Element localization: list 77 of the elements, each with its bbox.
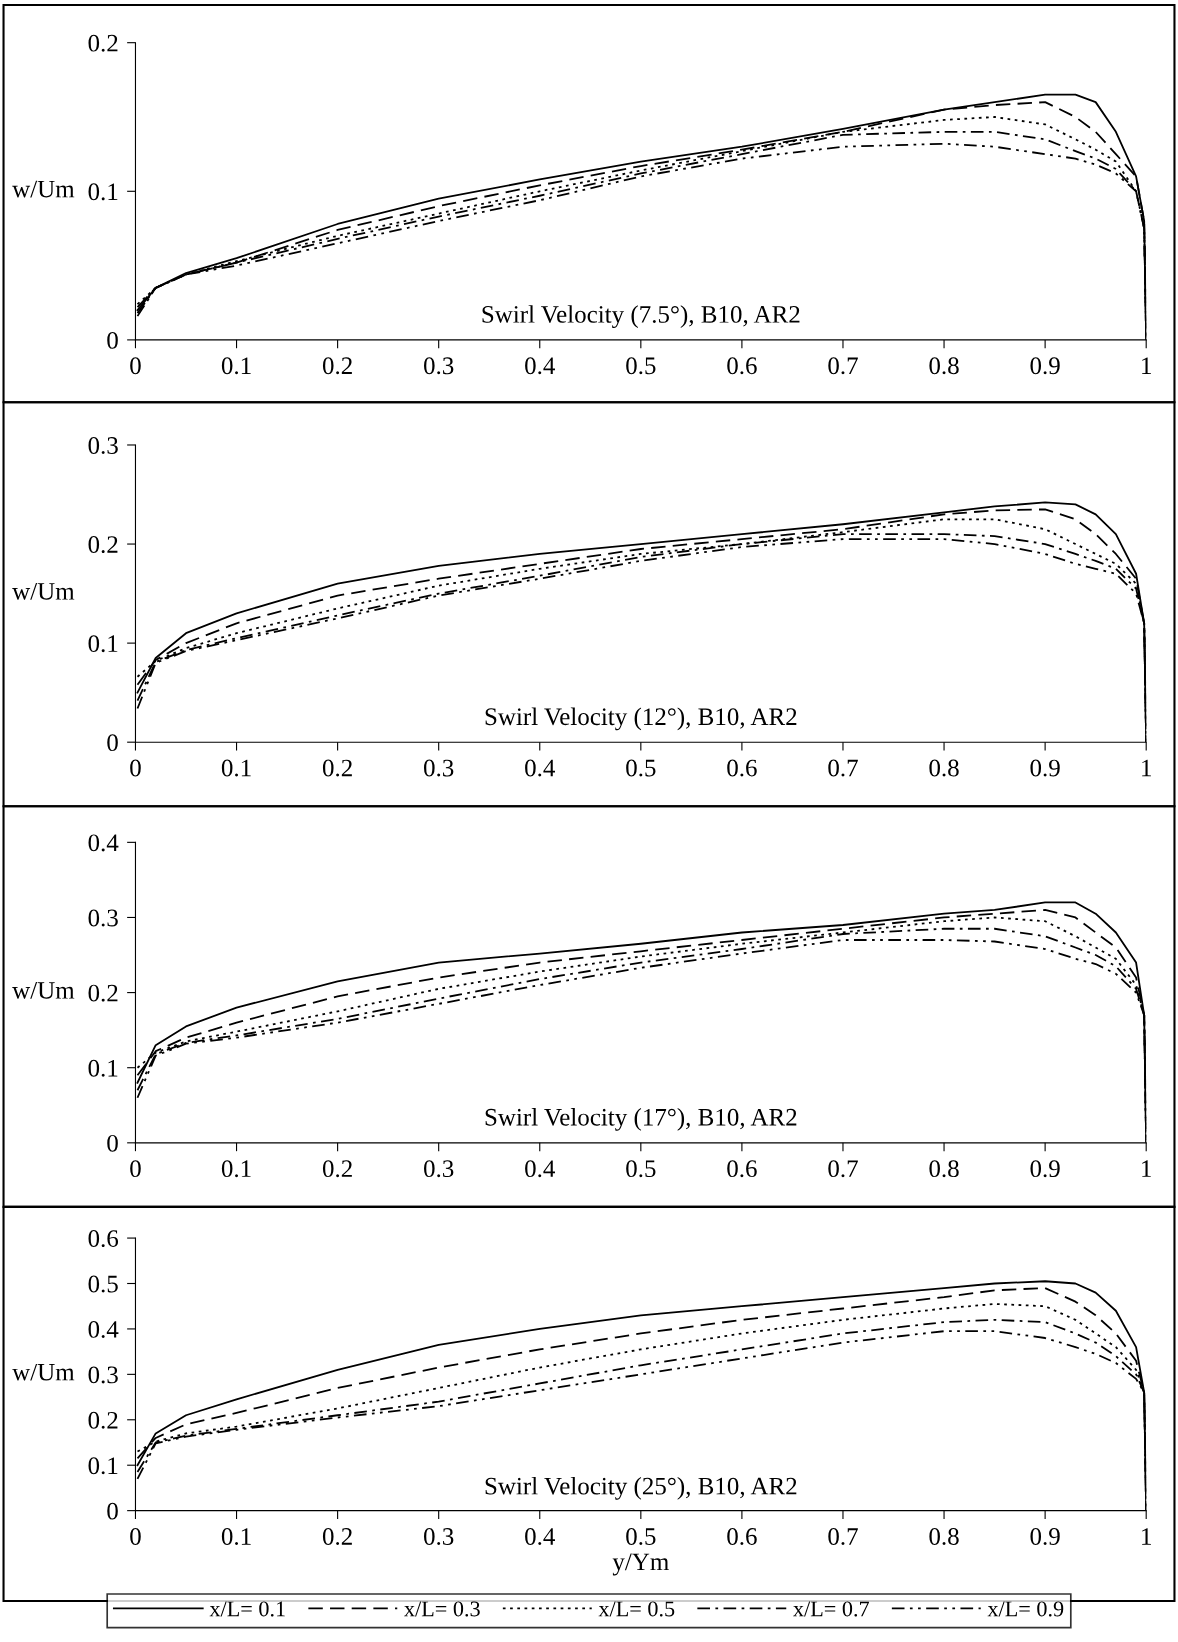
x-tick-label: 0 <box>130 1528 141 1545</box>
x-tick-label: 0.3 <box>424 1160 454 1178</box>
y-tick-label: 0.1 <box>88 183 118 201</box>
x-tick-label: 0.1 <box>221 357 251 375</box>
x-tick-label: 1 <box>1142 357 1151 374</box>
y-tick-label: 0.6 <box>88 1230 119 1248</box>
x-tick-label: 0.4 <box>525 1528 555 1546</box>
x-tick-label: 0 <box>130 357 141 375</box>
x-tick-label: 0.4 <box>525 1160 555 1178</box>
y-axis-title: w/Um <box>12 583 75 600</box>
y-tick-label: 0.2 <box>88 34 118 52</box>
x-tick-label: 0.5 <box>626 1528 656 1546</box>
x-tick-label: 0.4 <box>525 759 555 777</box>
x-axis-title: y/Ym <box>612 1553 669 1576</box>
y-axis-title: w/Um <box>12 180 75 198</box>
x-tick-label: 0.9 <box>1030 1528 1060 1546</box>
x-tick-label: 1 <box>1142 759 1151 777</box>
x-tick-label: 0.5 <box>626 759 656 777</box>
x-tick-label: 0 <box>130 759 141 777</box>
x-tick-label: 0.9 <box>1030 1160 1060 1178</box>
x-tick-label: 0.3 <box>424 1528 454 1546</box>
y-tick-label: 0.2 <box>88 984 118 1002</box>
annotation: Swirl Velocity (25°), B10, AR2 <box>485 1476 797 1500</box>
y-tick-label: 0 <box>107 734 118 752</box>
y-axis-title: w/Um <box>12 1363 75 1381</box>
x-tick-label: 0.5 <box>626 357 656 375</box>
x-tick-label: 0.8 <box>929 1160 959 1178</box>
x-tick-label: 0.7 <box>828 1528 858 1546</box>
x-tick-label: 0.6 <box>727 759 757 777</box>
x-tick-label: 0.8 <box>929 357 959 375</box>
y-tick-label: 0 <box>107 331 118 349</box>
annotation: Swirl Velocity (17°), B10, AR2 <box>485 1108 797 1131</box>
y-tick-label: 0 <box>107 1134 118 1152</box>
x-tick-label: 0.2 <box>322 1528 352 1546</box>
x-tick-label: 0.6 <box>727 357 757 375</box>
annotation: Swirl Velocity (12°), B10, AR2 <box>485 707 797 731</box>
x-tick-label: 0.6 <box>727 1160 757 1178</box>
y-tick-label: 0.1 <box>88 1457 118 1475</box>
x-tick-label: 0.7 <box>828 759 858 777</box>
x-tick-label: 0.9 <box>1030 357 1060 375</box>
x-tick-label: 0.5 <box>626 1160 656 1178</box>
x-tick-label: 0.1 <box>221 759 251 777</box>
x-tick-label: 0.2 <box>322 759 352 777</box>
x-tick-label: 0.4 <box>525 357 555 375</box>
y-tick-label: 0.4 <box>88 1320 119 1338</box>
y-tick-label: 0 <box>107 1502 118 1520</box>
annotation: Swirl Velocity (7.5°), B10, AR2 <box>482 305 800 329</box>
legend-label: x/L= 0.9 <box>987 1601 1064 1617</box>
y-tick-label: 0.3 <box>88 909 118 927</box>
x-tick-label: 0.9 <box>1030 759 1060 777</box>
x-tick-label: 0.6 <box>727 1528 757 1546</box>
y-tick-label: 0.3 <box>88 1366 118 1384</box>
x-tick-label: 1 <box>1142 1160 1151 1177</box>
x-tick-label: 0.8 <box>929 759 959 777</box>
x-tick-label: 1 <box>1142 1528 1151 1545</box>
legend-label: x/L= 0.7 <box>793 1601 869 1617</box>
x-tick-label: 0.7 <box>828 357 858 375</box>
y-axis-title: w/Um <box>12 982 75 999</box>
y-tick-label: 0.5 <box>88 1275 118 1293</box>
legend-label: x/L= 0.5 <box>598 1601 675 1617</box>
x-tick-label: 0.1 <box>221 1528 251 1546</box>
legend-label: x/L= 0.3 <box>404 1601 480 1617</box>
y-tick-label: 0.1 <box>88 1059 118 1077</box>
x-tick-label: 0.3 <box>424 357 454 375</box>
y-tick-label: 0.3 <box>88 437 118 455</box>
y-tick-label: 0.1 <box>88 635 118 653</box>
x-tick-label: 0.2 <box>322 1160 352 1178</box>
x-tick-label: 0 <box>130 1160 141 1178</box>
x-tick-label: 0.3 <box>424 759 454 777</box>
y-tick-label: 0.2 <box>88 536 118 554</box>
x-tick-label: 0.2 <box>322 357 352 375</box>
legend-label: x/L= 0.1 <box>209 1601 285 1617</box>
x-tick-label: 0.7 <box>828 1160 858 1178</box>
y-tick-label: 0.4 <box>88 834 119 852</box>
x-tick-label: 0.8 <box>929 1528 959 1546</box>
x-tick-label: 0.1 <box>221 1160 251 1178</box>
y-tick-label: 0.2 <box>88 1411 118 1429</box>
